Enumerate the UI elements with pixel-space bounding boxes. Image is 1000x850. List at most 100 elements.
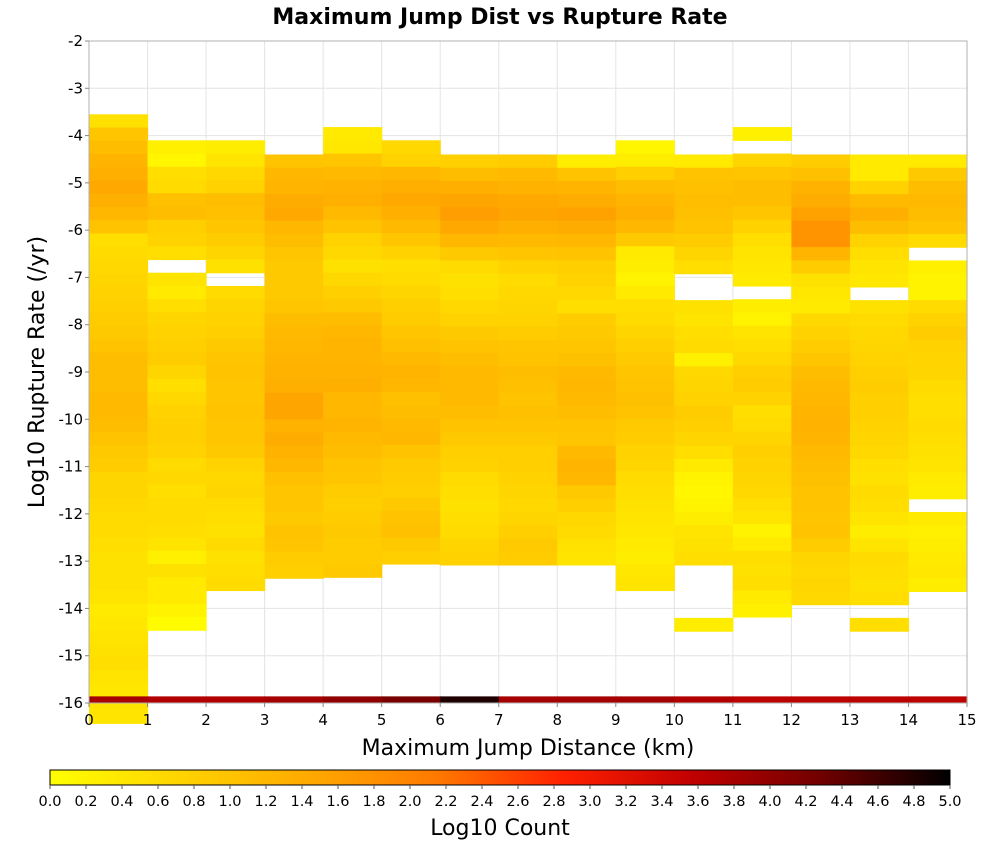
heatmap-cell bbox=[791, 406, 851, 420]
heatmap-cell bbox=[264, 511, 324, 526]
heatmap-cell bbox=[206, 550, 266, 565]
heatmap-cell bbox=[440, 459, 500, 473]
heatmap-cell bbox=[147, 418, 207, 433]
heatmap-cell-bottom-row bbox=[615, 696, 675, 703]
heatmap-cell bbox=[264, 525, 324, 540]
heatmap-cell bbox=[849, 220, 910, 235]
heatmap-cell bbox=[557, 207, 617, 222]
heatmap-cell bbox=[147, 550, 207, 565]
heatmap-cell bbox=[264, 459, 324, 473]
heatmap-cell bbox=[147, 444, 207, 459]
colorbar-tick-label: 3.8 bbox=[722, 794, 745, 810]
heatmap-cell bbox=[849, 498, 910, 513]
heatmap-cell bbox=[908, 578, 968, 593]
heatmap-cell bbox=[89, 604, 149, 619]
heatmap-cell bbox=[264, 353, 324, 367]
heatmap-cell bbox=[732, 166, 792, 181]
heatmap-cell bbox=[440, 379, 500, 394]
y-tick-label: -3 bbox=[68, 79, 83, 97]
heatmap-cell bbox=[674, 538, 734, 553]
heatmap-cell bbox=[264, 551, 324, 566]
heatmap-cell bbox=[557, 273, 617, 288]
heatmap-cell bbox=[323, 511, 383, 525]
heatmap-cell bbox=[615, 458, 675, 472]
heatmap-cell bbox=[732, 577, 792, 592]
heatmap-cell bbox=[674, 525, 734, 540]
heatmap-cell bbox=[498, 498, 558, 513]
heatmap-cell bbox=[615, 219, 675, 234]
heatmap-cell bbox=[498, 379, 558, 394]
heatmap-cell bbox=[791, 445, 851, 460]
y-tick-label: -2 bbox=[68, 32, 83, 50]
heatmap-cell bbox=[732, 219, 792, 234]
x-tick-label: 13 bbox=[840, 711, 859, 729]
heatmap-cell bbox=[615, 550, 675, 565]
heatmap-cell bbox=[440, 538, 500, 553]
heatmap-cell bbox=[791, 353, 851, 367]
heatmap-cell bbox=[498, 326, 558, 341]
heatmap-cell bbox=[615, 405, 675, 419]
heatmap-cell bbox=[615, 299, 675, 314]
heatmap-cell bbox=[732, 405, 792, 419]
heatmap-cell bbox=[498, 233, 558, 248]
heatmap-cell bbox=[498, 154, 558, 169]
heatmap-cell bbox=[557, 247, 617, 262]
heatmap-cell bbox=[732, 497, 792, 512]
heatmap-cell bbox=[732, 365, 792, 380]
heatmap-cell bbox=[498, 472, 558, 487]
heatmap-cell bbox=[323, 484, 383, 499]
heatmap-cell bbox=[557, 300, 617, 314]
heatmap-cell bbox=[206, 140, 266, 155]
x-tick-label: 1 bbox=[143, 711, 153, 729]
heatmap-cell bbox=[908, 180, 968, 195]
heatmap-cell bbox=[791, 220, 851, 235]
heatmap-cell bbox=[440, 445, 500, 460]
heatmap-cell bbox=[732, 312, 792, 327]
heatmap-cell bbox=[206, 418, 266, 433]
heatmap-cell bbox=[498, 551, 558, 566]
heatmap-cell bbox=[908, 511, 968, 526]
y-tick-label: -5 bbox=[68, 174, 83, 192]
heatmap-cell bbox=[206, 444, 266, 459]
heatmap-cell bbox=[615, 166, 675, 181]
heatmap-cell bbox=[89, 471, 149, 486]
heatmap-cell bbox=[732, 444, 792, 459]
heatmap-cell bbox=[440, 353, 500, 367]
heatmap-cell bbox=[323, 391, 383, 406]
y-tick-label: -7 bbox=[68, 268, 83, 286]
heatmap-cell bbox=[557, 353, 617, 367]
y-tick-label: -9 bbox=[68, 363, 83, 381]
heatmap-cell bbox=[206, 537, 266, 552]
heatmap-cell bbox=[323, 563, 383, 578]
heatmap-cell bbox=[908, 551, 968, 566]
heatmap-cell bbox=[791, 339, 851, 354]
heatmap-cell bbox=[849, 538, 910, 553]
heatmap-cell bbox=[908, 154, 968, 169]
heatmap-cell bbox=[206, 524, 266, 539]
heatmap-cell bbox=[908, 260, 968, 275]
heatmap-cell bbox=[323, 325, 383, 340]
heatmap-cell bbox=[732, 180, 792, 194]
heatmap-cell bbox=[323, 458, 383, 472]
heatmap-cell bbox=[732, 193, 792, 208]
heatmap-cell-bottom-row bbox=[381, 696, 441, 703]
heatmap-cell bbox=[440, 472, 500, 487]
heatmap-cell bbox=[791, 326, 851, 341]
heatmap-cell bbox=[147, 431, 207, 446]
heatmap-cell bbox=[264, 313, 324, 328]
heatmap-cell bbox=[264, 180, 324, 195]
heatmap-cell bbox=[849, 511, 910, 526]
heatmap-cell bbox=[908, 273, 968, 288]
heatmap-cell bbox=[381, 418, 441, 433]
heatmap-cell bbox=[674, 551, 734, 566]
heatmap-cell bbox=[147, 471, 207, 486]
heatmap-cell bbox=[264, 326, 324, 341]
heatmap-cell bbox=[264, 419, 324, 434]
heatmap-cell bbox=[323, 497, 383, 512]
heatmap-cell bbox=[791, 551, 851, 566]
heatmap-cell bbox=[908, 220, 968, 235]
heatmap-cell bbox=[557, 472, 617, 487]
heatmap-cell bbox=[89, 273, 149, 288]
heatmap-cell bbox=[791, 419, 851, 434]
heatmap-cell bbox=[615, 312, 675, 327]
